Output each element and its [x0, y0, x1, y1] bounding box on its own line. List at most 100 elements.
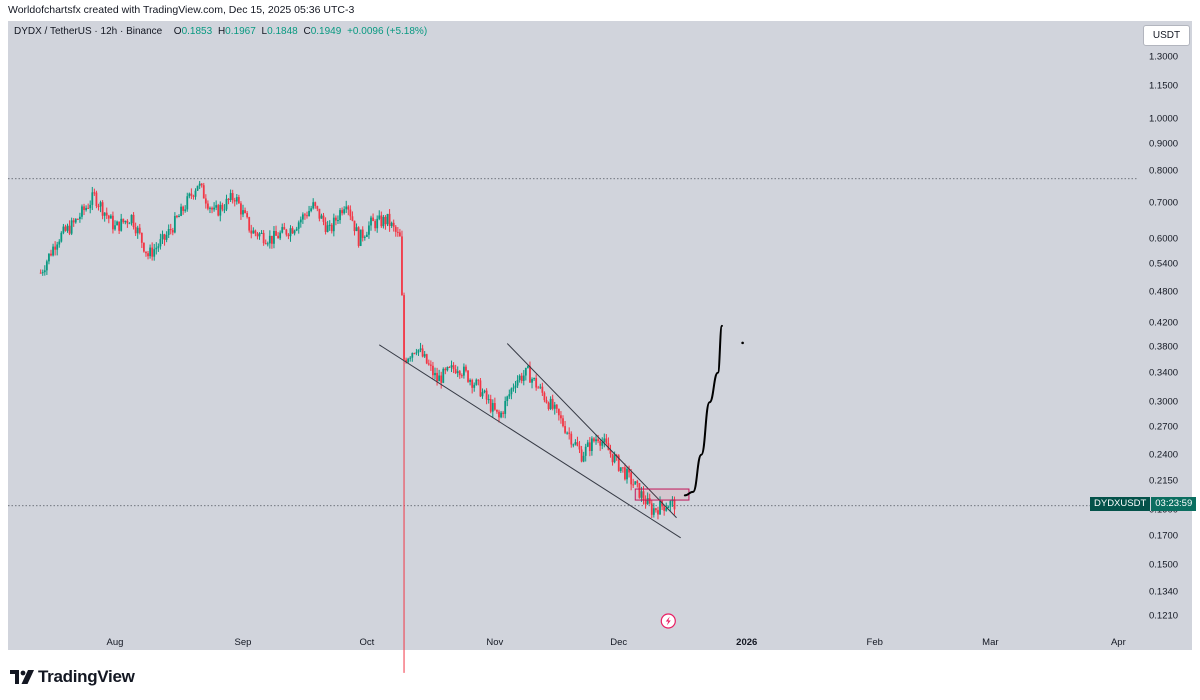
candle-body — [293, 230, 296, 234]
candle-body — [277, 235, 279, 239]
candle-body — [531, 379, 533, 383]
candle-body — [186, 196, 189, 210]
candle-body — [223, 209, 226, 211]
candle-body — [54, 246, 57, 250]
candle-body — [634, 481, 637, 485]
candle-body — [91, 192, 94, 205]
candle-body — [454, 369, 457, 374]
time-tick-label: Feb — [866, 637, 883, 648]
symbol-legend[interactable]: DYDX / TetherUS · 12h · Binance O0.1853 … — [14, 26, 430, 37]
candle-body — [310, 208, 313, 211]
candle-body — [93, 192, 96, 194]
tradingview-logo[interactable]: TradingView — [10, 667, 135, 687]
candle-body — [227, 198, 230, 200]
candle-body — [337, 220, 339, 222]
candle-body — [502, 412, 505, 414]
candle-body — [240, 203, 242, 215]
candle-body — [448, 367, 451, 369]
candle-body — [390, 222, 393, 226]
candle-body — [99, 202, 102, 207]
candle-body — [151, 247, 154, 257]
candle-body — [363, 236, 366, 238]
candle-body — [463, 366, 465, 376]
projection-dot — [741, 341, 744, 345]
candle-body — [405, 359, 407, 363]
candle-body — [491, 403, 494, 412]
candle-body — [619, 467, 622, 471]
candle-body — [68, 225, 71, 234]
candle-body — [347, 206, 350, 210]
candle-body — [642, 491, 645, 501]
candle-body — [204, 198, 207, 204]
tradingview-logo-icon — [10, 670, 34, 684]
candle-body — [237, 197, 240, 204]
candle-body — [287, 234, 290, 237]
candle-body — [489, 399, 492, 412]
candle-body — [638, 483, 641, 498]
candle-body — [659, 501, 661, 515]
candle-body — [628, 468, 630, 473]
candle-body — [105, 212, 108, 216]
candle-body — [271, 235, 273, 244]
candle-body — [268, 235, 271, 244]
candle-body — [394, 226, 397, 232]
time-tick-label: Nov — [486, 637, 504, 648]
candle-body — [81, 206, 83, 217]
candle-body — [314, 202, 317, 207]
candle-body — [392, 222, 395, 227]
candle-body — [467, 370, 469, 382]
candle-body — [407, 358, 410, 363]
candle-body — [112, 215, 114, 230]
candle-body — [365, 234, 368, 237]
change-value: +0.0096 (+5.18%) — [347, 26, 428, 37]
candle-body — [211, 207, 213, 210]
candle-body — [535, 378, 538, 388]
price-scale[interactable] — [1137, 21, 1192, 650]
candle-body — [163, 234, 166, 240]
candle-body — [153, 249, 156, 257]
candle-body — [481, 392, 484, 397]
candle-body — [415, 352, 418, 354]
candle-body — [264, 243, 267, 245]
candle-body — [380, 215, 383, 227]
candle-body — [132, 214, 135, 228]
candle-body — [541, 386, 544, 393]
candle-body — [599, 441, 602, 446]
candle-body — [260, 232, 263, 234]
candle-body — [409, 357, 412, 359]
price-tick-label: 0.9000 — [1149, 138, 1179, 150]
candle-body — [574, 442, 577, 445]
chart-pane[interactable] — [8, 21, 1137, 650]
candle-body — [273, 230, 275, 244]
price-tick-label: 0.5400 — [1149, 258, 1179, 270]
candle-body — [636, 481, 639, 484]
candle-body — [200, 183, 203, 186]
lightning-bolt-icon — [665, 616, 671, 626]
candle-body — [295, 228, 298, 231]
candle-body — [252, 230, 255, 234]
candle-body — [279, 232, 282, 239]
candle-body — [646, 498, 649, 505]
low-key: L — [261, 26, 268, 37]
candle-body — [258, 233, 261, 237]
candle-body — [533, 378, 535, 380]
candle-body — [140, 232, 143, 243]
candle-body — [522, 375, 525, 381]
candle-body — [176, 215, 178, 218]
candle-body — [221, 204, 224, 210]
candle-body — [386, 213, 389, 225]
candle-body — [652, 508, 655, 515]
candle-body — [465, 366, 467, 371]
open-key: O — [173, 26, 182, 37]
currency-button[interactable]: USDT — [1143, 25, 1190, 46]
candle-body — [318, 208, 321, 219]
candle-body — [351, 216, 354, 221]
candle-body — [130, 214, 133, 224]
candle-body — [101, 202, 104, 216]
candle-body — [434, 372, 436, 376]
candle-body — [217, 205, 220, 216]
candle-body — [248, 217, 251, 231]
candle-body — [266, 243, 269, 245]
candle-body — [85, 207, 87, 211]
